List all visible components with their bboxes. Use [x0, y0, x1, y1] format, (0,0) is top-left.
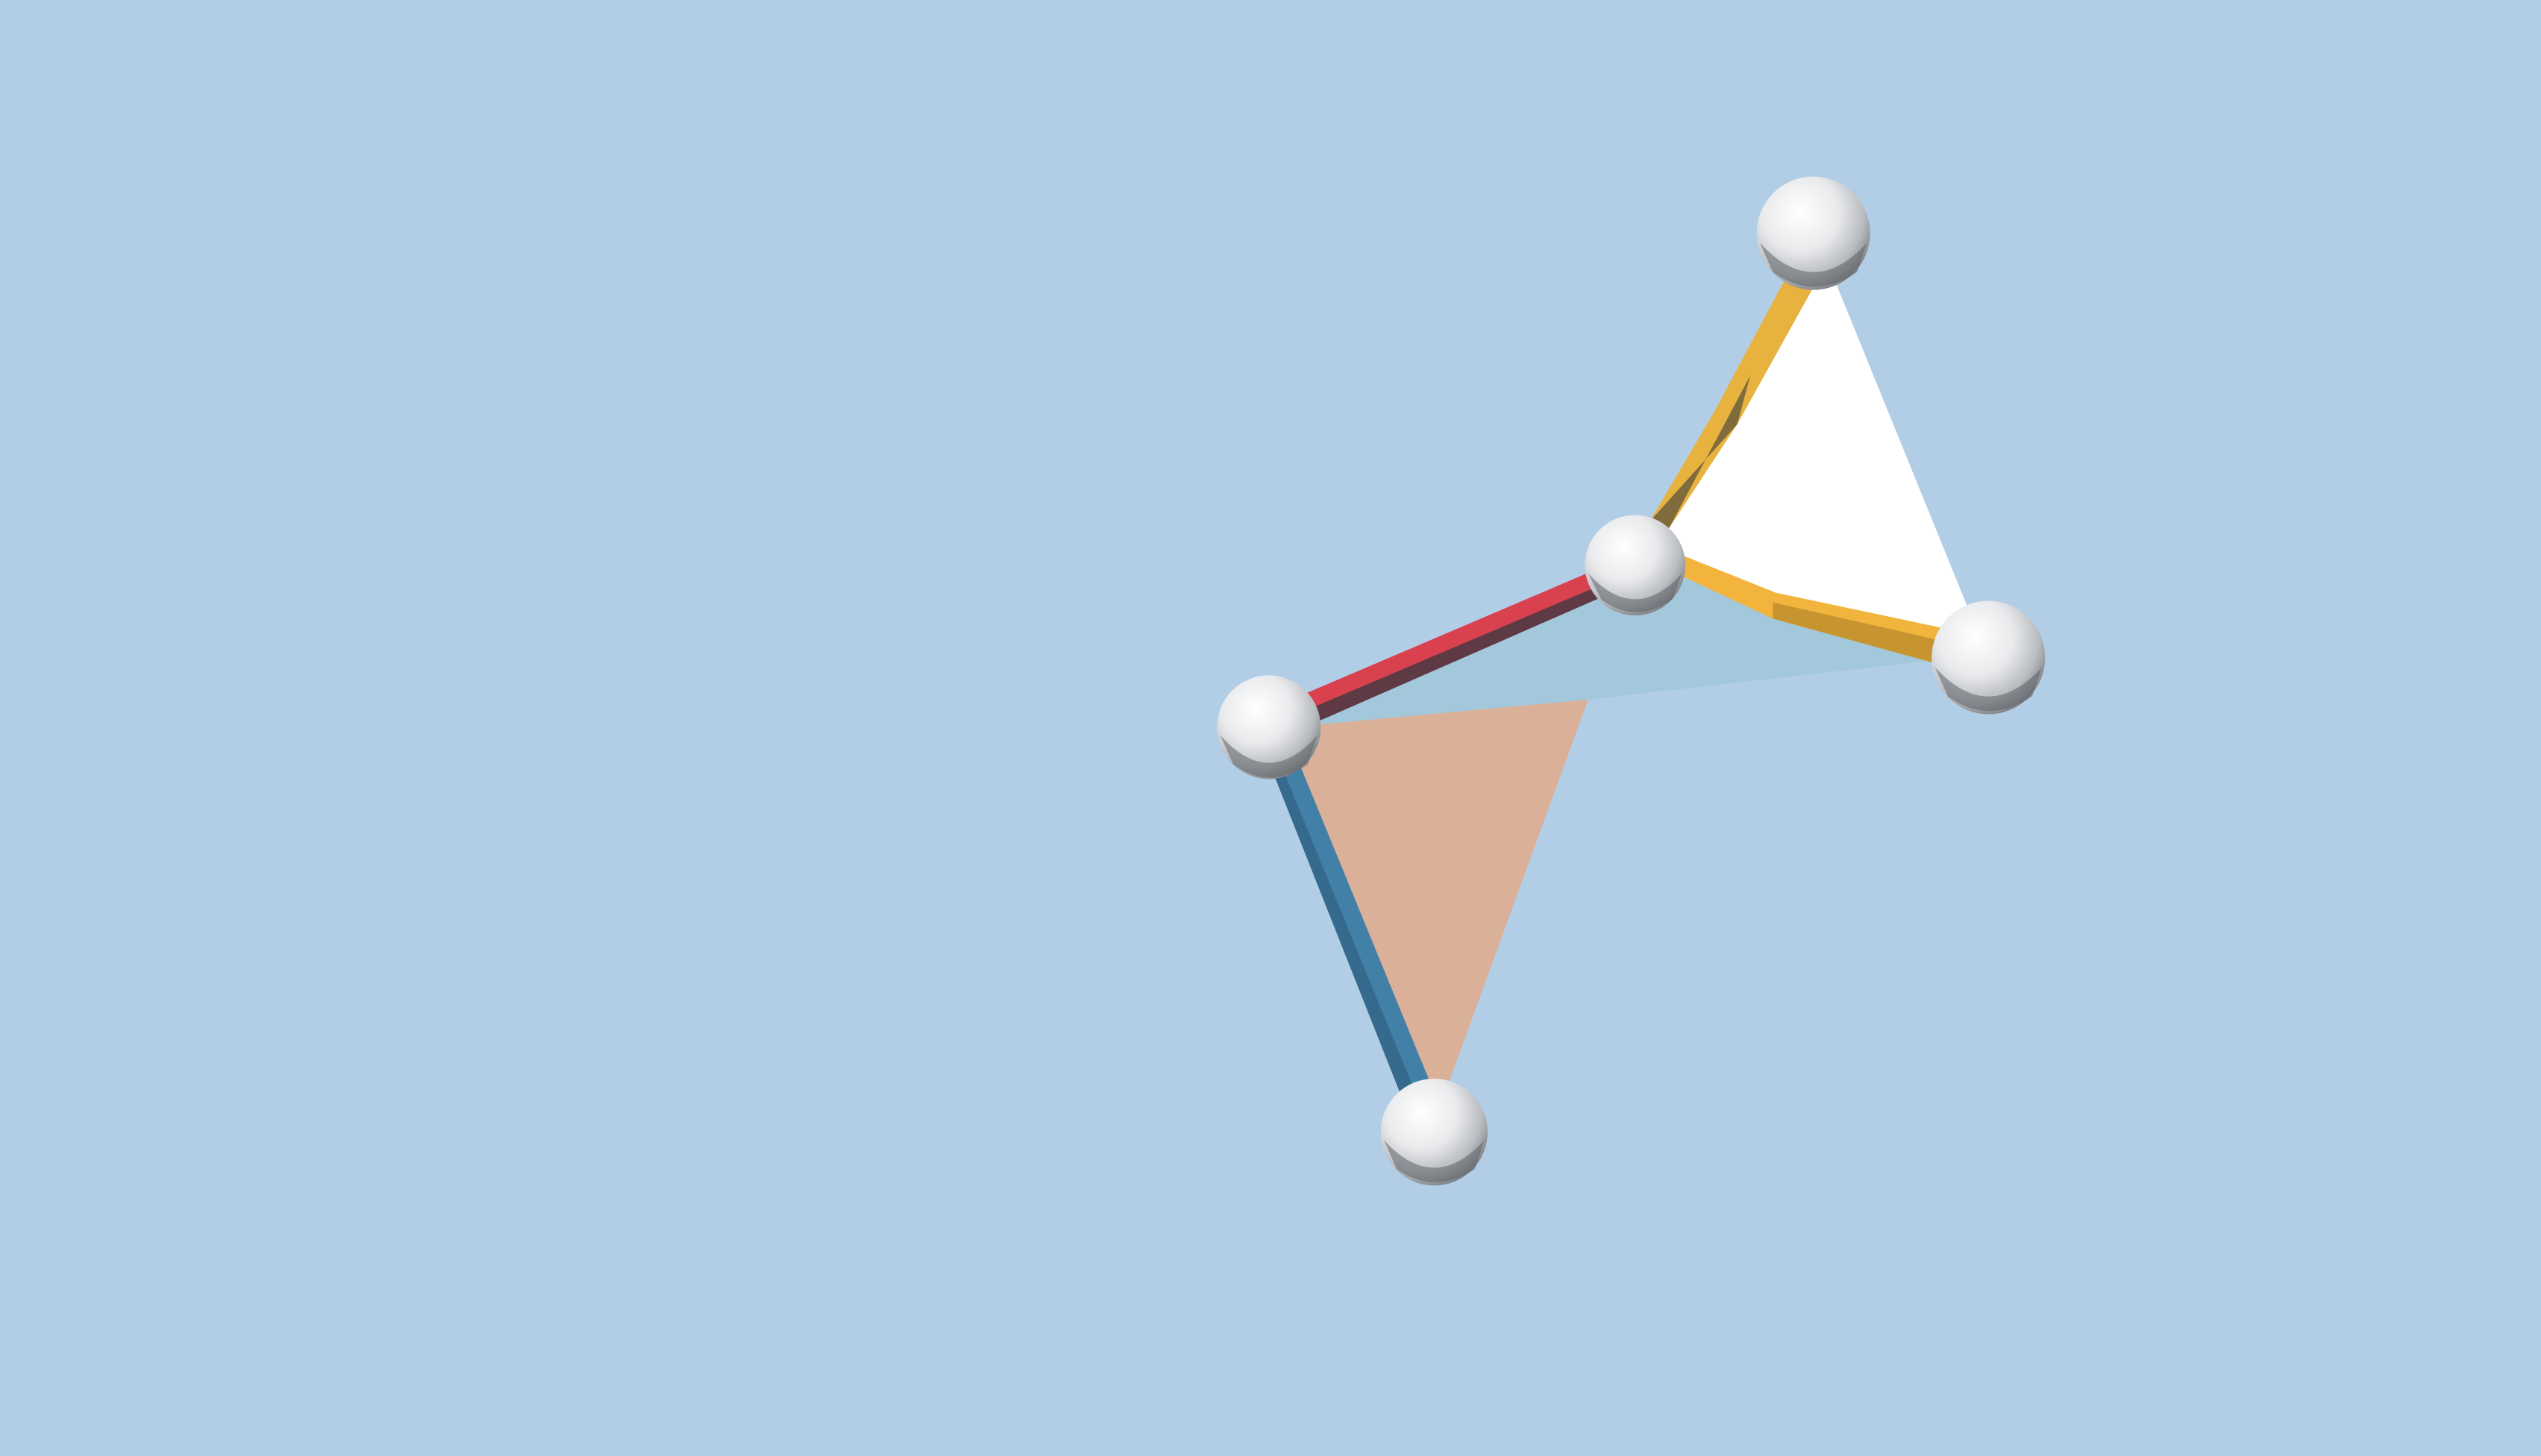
light-blue-triangle-face[interactable]	[1270, 563, 1987, 729]
peach-triangle-face[interactable]	[1270, 700, 1588, 1128]
center-node[interactable]	[1585, 515, 1686, 616]
top-node[interactable]	[1756, 176, 1870, 290]
red-strut[interactable]	[1306, 570, 1605, 723]
right-yellow-strut[interactable]	[1669, 553, 1945, 665]
top-yellow-strut[interactable]	[1649, 266, 1819, 528]
left-node[interactable]	[1217, 675, 1321, 779]
bottom-node[interactable]	[1380, 1079, 1488, 1186]
right-node[interactable]	[1931, 600, 2046, 715]
white-triangle-face[interactable]	[1636, 239, 1987, 655]
blue-strut[interactable]	[1273, 764, 1433, 1102]
